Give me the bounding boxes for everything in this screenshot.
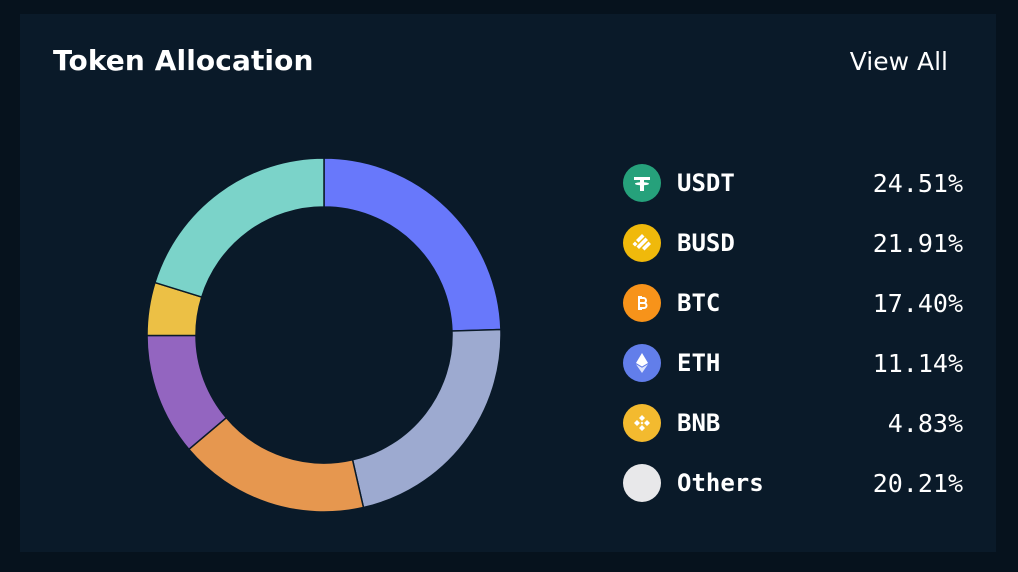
view-all-link[interactable]: View All [849, 47, 948, 76]
legend-label: USDT [677, 169, 735, 197]
legend-item-eth: ETH 11.14% [623, 344, 963, 404]
legend-label: BUSD [677, 229, 735, 257]
legend-item-btc: BTC 17.40% [623, 284, 963, 344]
legend-value: 17.40% [872, 289, 963, 318]
legend-item-bnb: BNB 4.83% [623, 404, 963, 464]
legend-item-others: Others 20.21% [623, 464, 963, 524]
ethereum-icon [623, 344, 661, 382]
token-allocation-card: Token Allocation View All USDT 24.51% BU… [20, 14, 996, 552]
legend-value: 20.21% [872, 469, 963, 498]
legend-value: 24.51% [872, 169, 963, 198]
bnb-icon [623, 404, 661, 442]
donut-chart [146, 157, 502, 513]
legend-label: BNB [677, 409, 721, 437]
legend-value: 21.91% [872, 229, 963, 258]
donut-slice-others [154, 157, 325, 298]
legend-item-busd: BUSD 21.91% [623, 224, 963, 284]
others-icon [623, 464, 661, 502]
legend-value: 11.14% [872, 349, 963, 378]
legend-value: 4.83% [887, 409, 963, 438]
donut-slice-btc [187, 416, 365, 513]
busd-icon [623, 224, 661, 262]
legend-label: BTC [677, 289, 721, 317]
legend-label: ETH [677, 349, 721, 377]
chart-legend: USDT 24.51% BUSD 21.91% BTC 17.40% ETH 1… [623, 164, 963, 524]
donut-slice-busd [351, 328, 502, 509]
tether-icon [623, 164, 661, 202]
legend-label: Others [677, 469, 764, 497]
card-title: Token Allocation [53, 44, 314, 77]
donut-slice-usdt [323, 157, 502, 332]
bitcoin-icon [623, 284, 661, 322]
legend-item-usdt: USDT 24.51% [623, 164, 963, 224]
